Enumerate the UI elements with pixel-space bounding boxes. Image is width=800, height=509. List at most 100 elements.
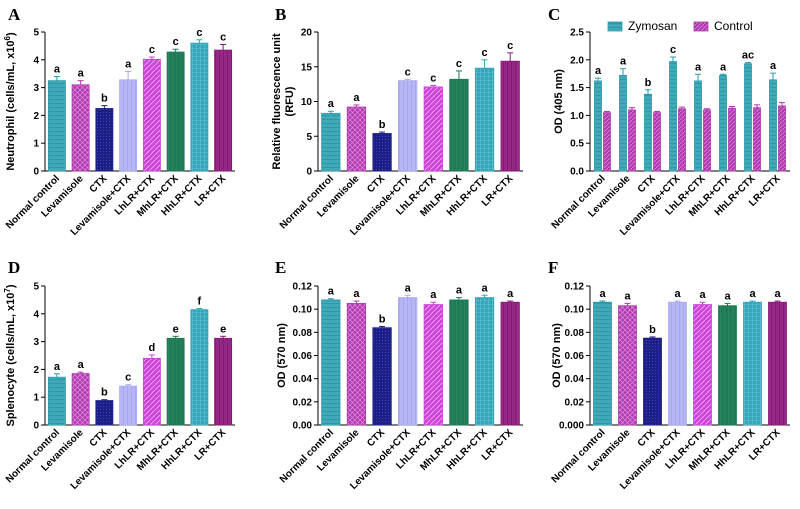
y-tick-label: 0.02 (565, 397, 585, 408)
bar (119, 385, 138, 426)
bar (500, 301, 520, 426)
bar-zymosan (644, 93, 652, 172)
significance-label: c (220, 32, 226, 44)
bar (346, 302, 367, 426)
significance-label: a (328, 98, 335, 110)
significance-label: b (649, 324, 656, 336)
y-axis-label: OD (570 nm) (276, 323, 288, 388)
panel-letter-e: E (275, 258, 286, 277)
y-axis-label: Splenocyte (cells/mL, x107) (3, 284, 17, 426)
significance-label: a (54, 361, 61, 373)
significance-label: ac (742, 50, 754, 62)
y-tick-label: 2 (33, 365, 39, 376)
y-axis-label: OD (570 nm) (551, 323, 563, 388)
y-tick-label: 0 (306, 167, 312, 178)
significance-label: c (507, 40, 513, 52)
significance-label: a (353, 92, 360, 104)
y-axis-label: Neutrophil (cells/mL, x106) (3, 32, 17, 171)
significance-label: c (149, 44, 155, 56)
significance-label: b (379, 119, 386, 131)
y-tick-label: 0.5 (570, 139, 584, 150)
bar (190, 42, 209, 172)
y-tick-label: 4 (33, 309, 39, 320)
y-axis-label-unit: (RFU) (284, 86, 296, 116)
significance-label: d (149, 342, 156, 354)
legend-label-zymosan: Zymosan (628, 19, 677, 33)
significance-label: e (220, 323, 226, 335)
y-tick-label: 0.04 (293, 374, 313, 385)
bar (321, 112, 341, 172)
legend-swatch-zymosan (607, 21, 623, 32)
bar-zymosan (594, 80, 602, 172)
y-tick-label: 0.10 (293, 305, 313, 316)
bar (214, 337, 233, 426)
bar (142, 357, 161, 426)
bar-zymosan (719, 74, 727, 172)
x-category-label: CTX (636, 173, 658, 195)
significance-label: a (620, 56, 627, 68)
significance-label: a (774, 288, 781, 300)
significance-label: c (196, 27, 202, 39)
significance-label: a (482, 282, 489, 294)
bar (693, 304, 712, 426)
significance-label: b (645, 77, 652, 89)
bar (423, 86, 443, 172)
y-tick-label: 15 (301, 62, 313, 73)
y-tick-label: 2.0 (570, 55, 584, 66)
bar (398, 297, 418, 426)
significance-label: a (125, 58, 132, 70)
significance-label: a (353, 288, 360, 300)
y-axis-label: OD (405 nm) (553, 69, 565, 134)
bar (449, 299, 469, 426)
y-tick-label: 3 (33, 337, 39, 348)
significance-label: a (624, 290, 631, 302)
y-tick-label: 2.5 (570, 28, 584, 39)
x-category-label: CTX (636, 427, 658, 449)
bar-control (678, 108, 686, 172)
significance-label: f (198, 296, 202, 308)
significance-label: a (599, 288, 606, 300)
significance-label: a (78, 68, 85, 80)
significance-label: a (456, 285, 463, 297)
bar (71, 373, 90, 426)
y-tick-label: 0.04 (565, 374, 585, 385)
chart-panel-c: C0.00.51.01.52.02.5OD (405 nm)Normal con… (548, 5, 790, 238)
chart-panel-b: B 0 5 10 15 20 Relative fluorescence unit (RFU)… (271, 5, 523, 238)
significance-label: c (125, 372, 131, 384)
y-tick-label: 0.0 (570, 167, 584, 178)
significance-label: b (379, 314, 386, 326)
significance-label: a (770, 60, 777, 72)
bar (95, 400, 114, 426)
bar-control (703, 109, 711, 172)
bar-control (728, 107, 736, 172)
y-tick-label: 4 (33, 55, 39, 66)
y-tick-label: 0.12 (293, 282, 313, 293)
bar-control (628, 109, 636, 172)
bar (593, 301, 612, 426)
y-axis-label: Relative fluorescence unit (271, 33, 283, 170)
significance-label: a (695, 61, 702, 73)
bar (372, 133, 392, 172)
y-tick-label: 1 (33, 393, 39, 404)
significance-label: c (456, 58, 462, 70)
bar-zymosan (619, 74, 627, 172)
y-tick-label: 0.06 (293, 351, 313, 362)
significance-label: a (749, 288, 756, 300)
bar-zymosan (669, 61, 677, 172)
y-tick-label: 5 (33, 282, 39, 293)
bar (142, 58, 161, 172)
y-tick-label: 0.00 (293, 421, 313, 432)
bar (372, 327, 392, 426)
bar-control (653, 112, 661, 172)
y-tick-label: 0.000 (559, 421, 584, 432)
legend-swatch-control (693, 21, 709, 32)
chart-panel-e: E 0.00 0.02 0.04 0.06 0.08 0.10 0.12 OD (570 nm)… (275, 258, 523, 492)
y-tick-label: 10 (301, 97, 313, 108)
significance-label: c (482, 47, 488, 59)
bar-zymosan (769, 79, 777, 172)
bar (743, 301, 762, 426)
